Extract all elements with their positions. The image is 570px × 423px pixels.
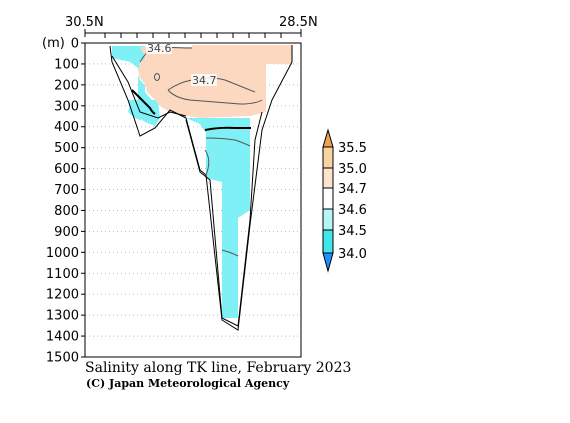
y-axis-unit: (m) bbox=[42, 36, 65, 51]
y-tick-label: 1100 bbox=[46, 267, 79, 282]
contour-label-bg-2 bbox=[191, 74, 217, 86]
contour-label-34-7: 34.7 bbox=[192, 74, 217, 87]
colorbar-label: 35.0 bbox=[338, 162, 367, 177]
y-tick-label: 1000 bbox=[46, 246, 79, 261]
contour-deep-left bbox=[204, 149, 210, 176]
colorbar-label: 34.6 bbox=[338, 203, 367, 218]
mid-salinity-east bbox=[188, 98, 266, 118]
colorbar-max-triangle bbox=[322, 128, 334, 148]
contour-labels: 34.6 34.7 bbox=[146, 42, 217, 87]
y-ticks: 0 100 200 300 400 500 600 700 800 900 1000 1100 1200… bbox=[46, 37, 85, 366]
y-tick-label: 1300 bbox=[46, 309, 79, 324]
outline-west-upper bbox=[111, 55, 187, 119]
y-tick-label: 200 bbox=[54, 78, 79, 93]
colorbar-label: 34.7 bbox=[338, 182, 367, 197]
y-tick-label: 400 bbox=[54, 120, 79, 135]
colorbar: 35.5 35.0 34.7 34.6 34.5 34.0 bbox=[322, 128, 367, 273]
contour-deep bbox=[221, 249, 239, 257]
contour-label-bg-1 bbox=[146, 42, 172, 54]
outline-west bbox=[109, 45, 293, 331]
colorbar-label: 35.5 bbox=[338, 141, 367, 156]
contour-small-loop bbox=[154, 73, 160, 81]
colorbar-min-triangle bbox=[322, 252, 334, 273]
chart-credit: (C) Japan Meteorological Agency bbox=[86, 377, 290, 390]
colorbar-segment bbox=[322, 229, 334, 254]
colorbar-label: 34.0 bbox=[338, 247, 367, 262]
chart-title: Salinity along TK line, February 2023 bbox=[85, 360, 351, 376]
y-tick-label: 700 bbox=[54, 183, 79, 198]
y-tick-label: 500 bbox=[54, 141, 79, 156]
x-ticks bbox=[104, 33, 282, 38]
fresh-water-west-trough bbox=[136, 100, 160, 126]
y-tick-label: 600 bbox=[54, 162, 79, 177]
colorbar-segment bbox=[322, 167, 334, 189]
x-tick-label-west: 30.5N bbox=[65, 15, 104, 30]
y-tick-label: 1200 bbox=[46, 288, 79, 303]
colorbar-segment bbox=[322, 208, 334, 231]
y-tick-label: 900 bbox=[54, 225, 79, 240]
y-tick-label: 1400 bbox=[46, 330, 79, 345]
y-tick-label: 300 bbox=[54, 99, 79, 114]
contour-thin-east bbox=[205, 137, 251, 147]
colorbar-segment bbox=[322, 187, 334, 210]
section-outline bbox=[109, 45, 293, 331]
y-tick-label: 800 bbox=[54, 204, 79, 219]
colorbar-segment bbox=[322, 146, 334, 169]
x-tick-label-east: 28.5N bbox=[279, 15, 318, 30]
contour-label-34-6: 34.6 bbox=[147, 42, 172, 55]
outline-inner bbox=[185, 111, 263, 327]
plot-area: 34.6 34.7 0 100 200 300 400 500 600 700 800 900 10… bbox=[46, 33, 302, 366]
contour-thick-west bbox=[131, 89, 156, 115]
y-tick-label: 0 bbox=[71, 37, 79, 52]
colorbar-label: 34.5 bbox=[338, 224, 367, 239]
plot-border bbox=[84, 42, 302, 358]
y-tick-label: 100 bbox=[54, 57, 79, 72]
contour-thick-east bbox=[204, 126, 251, 131]
fresh-water-deep bbox=[186, 118, 250, 318]
y-tick-label: 1500 bbox=[46, 351, 79, 366]
